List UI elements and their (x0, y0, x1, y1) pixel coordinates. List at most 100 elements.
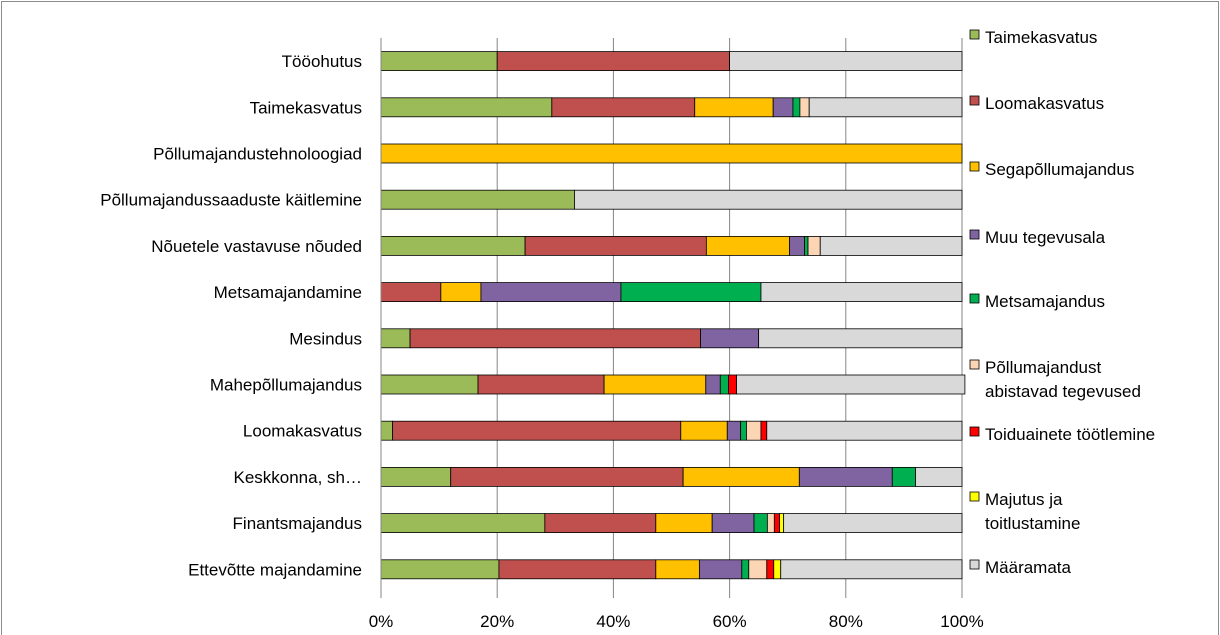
bar-segment (700, 328, 760, 349)
legend-swatch (969, 559, 980, 570)
legend-label: Loomakasvatus (985, 94, 1104, 113)
bar-segment (758, 328, 963, 349)
legend-swatch (969, 293, 980, 304)
bar-segment (807, 235, 821, 256)
bar-segment (705, 374, 721, 395)
category-label: Mahepõllumajandus (210, 376, 362, 395)
bar-segment (440, 282, 482, 303)
bar-segment (741, 559, 750, 580)
bar-segment (760, 420, 768, 441)
bar-segment (819, 235, 963, 256)
bar-segment (773, 559, 782, 580)
x-tick-label: 100% (940, 612, 983, 631)
legend-label: Metsamajandus (985, 292, 1105, 311)
bar-segment (726, 420, 742, 441)
bar-segment (450, 466, 684, 487)
bar-segment (753, 513, 768, 533)
legend-label: Segapõllumajandus (985, 160, 1134, 179)
bar-segment (680, 420, 728, 441)
x-tick-labels: 0% 20% 40% 60% 80% 100% (369, 612, 984, 631)
bar-segment (766, 513, 775, 533)
bar-segment (772, 97, 794, 118)
bar-segment (799, 97, 810, 118)
bar-segment (780, 559, 963, 580)
category-label: Nõuetele vastavuse nõuded (151, 237, 362, 256)
bar-segment (380, 559, 500, 580)
bar-segment (779, 513, 785, 533)
bar-segment (544, 513, 657, 533)
legend-swatch (969, 426, 980, 437)
bar-segment (798, 466, 893, 487)
bar-segment (380, 189, 575, 210)
bar-segment (380, 420, 394, 441)
bar-segment (498, 559, 657, 580)
bar-segment (380, 51, 498, 71)
bar-segment (783, 513, 963, 533)
category-label: Loomakasvatus (243, 422, 362, 441)
bar-segment (392, 420, 682, 441)
bar-segment (789, 235, 805, 256)
category-label: Ettevõtte majandamine (188, 560, 362, 579)
category-label: Tööohutus (282, 52, 362, 71)
bar-segment (380, 513, 546, 533)
legend-label: Põllumajandust (985, 358, 1102, 377)
bar-segment (380, 143, 963, 164)
bar-segment (729, 51, 963, 71)
legend: Taimekasvatus Loomakasvatus Segapõllumajan… (969, 28, 1155, 577)
legend-swatch (969, 359, 980, 370)
category-label: Taimekasvatus (250, 98, 362, 117)
bar-segment (380, 282, 442, 303)
x-tick-label: 0% (369, 612, 394, 631)
bar-segment (380, 97, 553, 118)
bar-segment (380, 374, 479, 395)
legend-label: toitlustamine (985, 514, 1080, 533)
legend-label: abistavad tegevused (985, 382, 1141, 401)
legend-swatch (969, 229, 980, 240)
bar-segment (655, 513, 713, 533)
bar-segment (746, 420, 762, 441)
x-tick-label: 20% (480, 612, 514, 631)
bar-segment (736, 374, 966, 395)
bar-segment (409, 328, 701, 349)
bar-segment (804, 235, 809, 256)
legend-label: Määramata (985, 558, 1072, 577)
bar-segment (380, 328, 411, 349)
bar-segment (915, 466, 963, 487)
category-labels: Tööohutus Taimekasvatus Põllumajandustehno… (100, 52, 362, 579)
legend-label: Muu tegevusala (985, 228, 1106, 247)
legend-label: Toiduainete töötlemine (985, 425, 1155, 444)
bar-segment (480, 282, 622, 303)
category-label: Mesindus (289, 329, 362, 348)
bar-segment (748, 559, 768, 580)
bar-segment (574, 189, 963, 210)
bar-segment (740, 420, 747, 441)
x-tick-label: 80% (829, 612, 863, 631)
bar-segment (792, 97, 801, 118)
legend-label: Majutus ja (985, 490, 1063, 509)
bar-segment (773, 513, 780, 533)
bar-segment (524, 235, 707, 256)
bar-segment (380, 235, 526, 256)
x-tick-label: 60% (713, 612, 747, 631)
legend-swatch (969, 29, 980, 40)
category-label: Finantsmajandus (233, 514, 362, 533)
legend-label: Taimekasvatus (985, 28, 1097, 47)
bar-segment (551, 97, 696, 118)
bar-segment (891, 466, 916, 487)
bar-segment (766, 559, 775, 580)
bar-segment (496, 51, 731, 71)
legend-swatch (969, 161, 980, 172)
bar-segment (620, 282, 762, 303)
category-label: Metsamajandamine (214, 283, 362, 302)
bar-segment (698, 559, 743, 580)
category-label: Põllumajandustehnoloogiad (153, 145, 362, 164)
x-tick-label: 40% (596, 612, 630, 631)
legend-swatch (969, 491, 980, 502)
bar-segment (477, 374, 605, 395)
bar-segment (760, 282, 963, 303)
bar-segment (766, 420, 963, 441)
bar-segment (682, 466, 800, 487)
bar-segment (705, 235, 790, 256)
bars (380, 51, 966, 580)
